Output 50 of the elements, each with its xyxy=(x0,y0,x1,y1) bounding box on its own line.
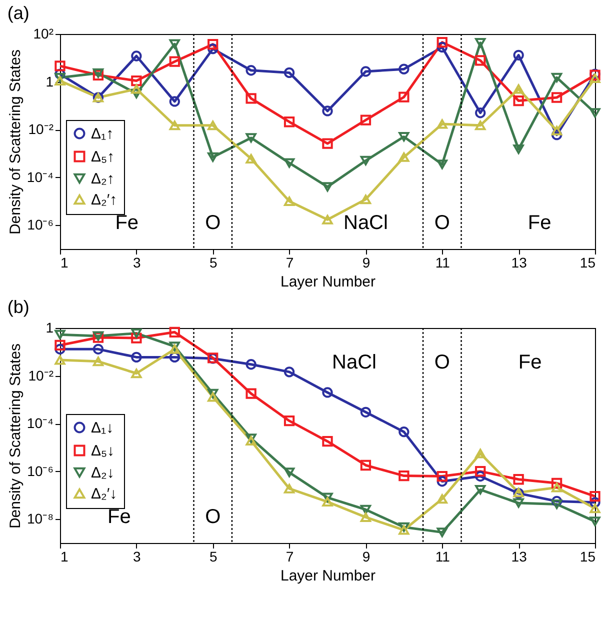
x-tick-label: 15 xyxy=(580,548,596,564)
y-tick-label: 1 xyxy=(46,320,54,336)
y-tick-label: 1 xyxy=(46,73,54,90)
x-tick-label: 13 xyxy=(511,548,528,564)
x-axis-title: Layer Number xyxy=(280,568,376,584)
x-tick-label: 15 xyxy=(580,254,596,270)
y-axis-title: Density of Scattering States xyxy=(6,343,24,529)
legend-label: Δ₅↑ xyxy=(91,148,115,166)
x-tick-label: 9 xyxy=(362,548,370,564)
annotation: O xyxy=(205,212,221,234)
y-axis-title: Density of Scattering States xyxy=(6,49,24,235)
legend-label: Δ₂′↑ xyxy=(91,192,118,208)
x-tick-label: 9 xyxy=(362,254,370,270)
x-tick-label: 1 xyxy=(60,254,68,270)
x-tick-label: 5 xyxy=(209,548,218,564)
y-tick-label: 10⁻² xyxy=(28,121,54,138)
y-tick-label: 10⁻⁶ xyxy=(27,216,54,233)
annotation: Fe xyxy=(528,212,552,234)
y-tick-label: 10⁻⁶ xyxy=(27,462,54,479)
annotation: Fe xyxy=(108,506,131,528)
x-axis-title: Layer Number xyxy=(280,274,376,290)
legend-label: Δ₂′↓ xyxy=(91,486,118,502)
y-tick-label: 10⁻⁴ xyxy=(26,168,54,185)
legend-label: Δ₅↓ xyxy=(91,442,115,460)
annotation: Fe xyxy=(518,351,542,374)
annotation: O xyxy=(434,351,450,374)
legend-label: Δ₁↓ xyxy=(91,420,114,436)
x-tick-label: 7 xyxy=(286,548,294,564)
chart-title: (b) xyxy=(7,297,30,317)
legend-label: Δ₂↓ xyxy=(91,464,114,482)
x-tick-label: 7 xyxy=(286,254,294,270)
x-tick-label: 13 xyxy=(511,254,528,270)
chart-title: (a) xyxy=(7,3,30,23)
y-tick-label: 10⁻⁸ xyxy=(27,510,54,527)
x-tick-label: 3 xyxy=(133,548,142,564)
y-tick-label: 10² xyxy=(33,26,54,42)
legend-label: Δ₁↑ xyxy=(91,126,114,142)
x-tick-label: 1 xyxy=(60,548,68,564)
annotation: O xyxy=(205,506,221,528)
y-tick-label: 10⁻⁴ xyxy=(26,415,54,432)
x-tick-label: 11 xyxy=(435,254,450,270)
x-tick-label: 11 xyxy=(435,548,450,564)
x-tick-label: 5 xyxy=(209,254,218,270)
annotation: Fe xyxy=(115,212,139,234)
x-tick-label: 3 xyxy=(133,254,142,270)
annotation: NaCl xyxy=(332,351,376,374)
y-tick-label: 10⁻² xyxy=(28,367,54,384)
legend-label: Δ₂↑ xyxy=(91,170,114,188)
annotation: O xyxy=(434,212,450,234)
annotation: NaCl xyxy=(343,212,388,234)
